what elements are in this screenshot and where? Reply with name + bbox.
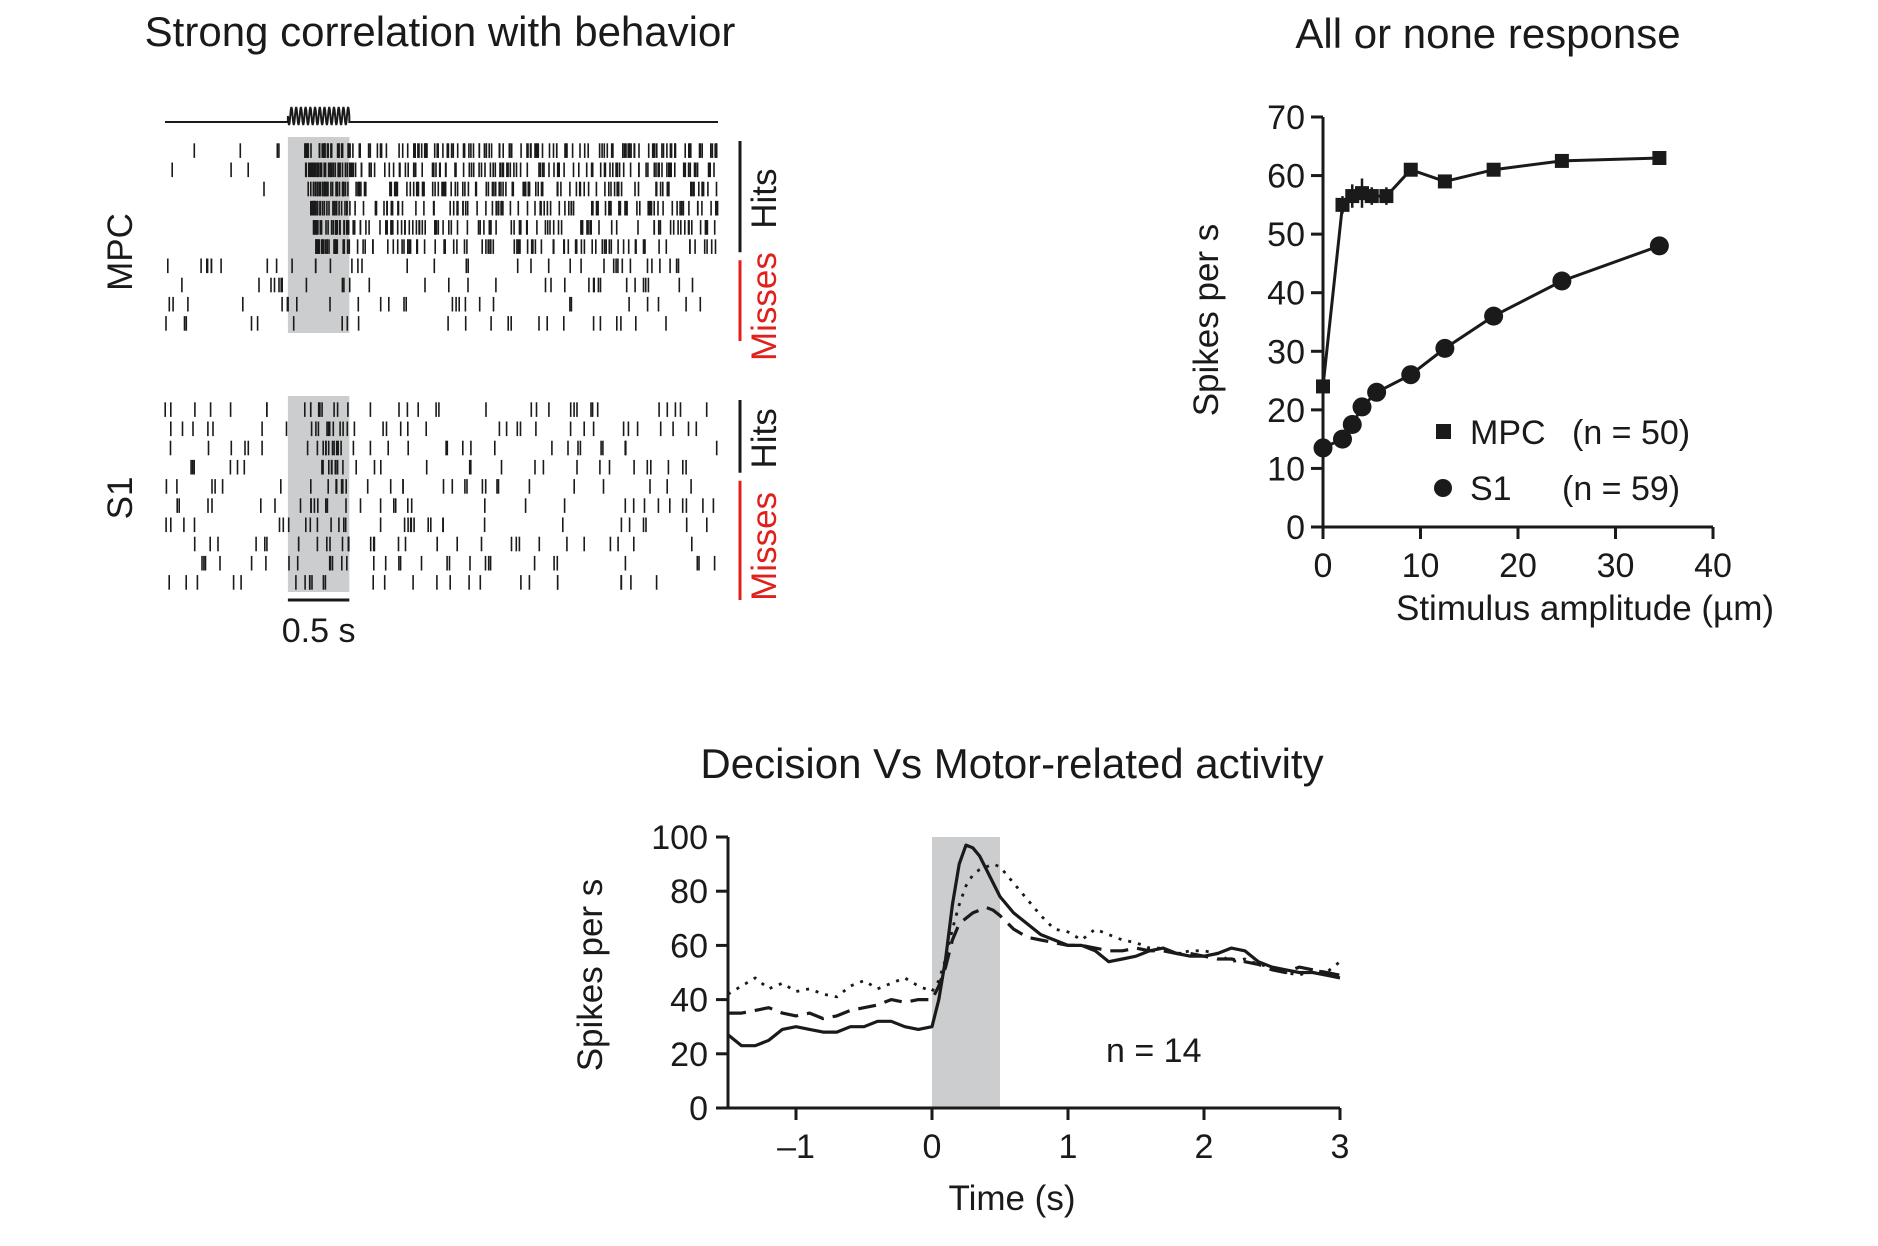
amplitude-x-tick-label: 10: [1402, 547, 1440, 585]
amplitude-point-mpc: [1486, 162, 1501, 177]
amplitude-x-tick-label: 30: [1597, 547, 1635, 585]
amplitude-y-tick-label: 10: [1267, 450, 1305, 488]
mpc-hits-label: Hits: [745, 168, 784, 228]
amplitude-point-s1: [1352, 397, 1372, 417]
amplitude-y-label: Spikes per s: [1187, 224, 1226, 417]
timecourse-x-tick-label: 2: [1195, 1128, 1214, 1166]
amplitude-x-tick-label: 0: [1314, 547, 1333, 585]
timecourse-y-tick-label: 60: [670, 927, 708, 965]
raster-title: Strong correlation with behavior: [145, 8, 736, 55]
amplitude-point-s1: [1367, 382, 1387, 402]
amplitude-point-s1: [1435, 338, 1455, 358]
amplitude-point-s1: [1313, 438, 1333, 458]
s1-hits-label: Hits: [745, 408, 784, 468]
timecourse-tick-labels: 0 20 40 60 80 100 –1 0 1 2 3: [651, 819, 1349, 1166]
timecourse-x-tick-label: 1: [1059, 1128, 1078, 1166]
stimulus-trace: [165, 106, 718, 126]
scale-bar-label: 0.5 s: [282, 612, 356, 650]
amplitude-y-tick-label: 40: [1267, 275, 1305, 313]
timecourse-series: [726, 843, 1341, 1048]
amplitude-point-mpc: [1652, 151, 1667, 165]
amplitude-y-tick-label: 30: [1267, 333, 1305, 371]
amplitude-point-s1: [1552, 271, 1572, 291]
timecourse-line-solid: [726, 843, 1341, 1048]
timecourse-n-annotation: n = 14: [1106, 1032, 1201, 1070]
amplitude-y-tick-label: 60: [1267, 158, 1305, 196]
amplitude-tick-labels: 0 10 20 30 40 50 60 70 0 10 20 30 40: [1267, 99, 1732, 585]
mpc-row-label: MPC: [101, 213, 140, 291]
amplitude-point-s1: [1401, 365, 1421, 385]
amplitude-point-mpc: [1364, 189, 1379, 204]
timecourse-y-tick-label: 100: [651, 819, 708, 857]
timecourse-line-dotted: [727, 862, 1341, 999]
timecourse-y-tick-label: 20: [670, 1036, 708, 1074]
s1-row-label: S1: [101, 477, 140, 520]
mpc-raster-ticks: [165, 143, 719, 331]
legend-marker-s1: [1434, 479, 1452, 497]
timecourse-y-tick-label: 80: [670, 873, 708, 911]
legend-marker-mpc: [1436, 424, 1451, 439]
amplitude-y-tick-label: 0: [1286, 509, 1305, 547]
amplitude-point-s1: [1649, 236, 1669, 256]
amplitude-y-tick-label: 50: [1267, 216, 1305, 254]
timecourse-x-tick-label: –1: [777, 1128, 815, 1166]
timecourse-title: Decision Vs Motor-related activity: [700, 740, 1323, 787]
amplitude-point-mpc: [1437, 174, 1452, 189]
amplitude-point-mpc: [1554, 153, 1569, 168]
amplitude-y-tick-label: 20: [1267, 392, 1305, 430]
amplitude-x-label: Stimulus amplitude (µm): [1396, 589, 1774, 628]
raster-panel: Strong correlation with behavior MPC Hit…: [101, 8, 784, 650]
amplitude-point-s1: [1342, 415, 1362, 434]
timecourse-axes: [716, 835, 1342, 1120]
legend-label-mpc: MPC: [1470, 414, 1546, 452]
legend-label-s1: S1: [1470, 470, 1512, 508]
amplitude-x-tick-label: 20: [1499, 547, 1537, 585]
timecourse-line-dashed: [728, 905, 1341, 1021]
amplitude-point-s1: [1333, 429, 1352, 449]
legend-n-mpc: (n = 50): [1572, 414, 1690, 452]
timecourse-x-tick-label: 0: [923, 1128, 942, 1166]
s1-raster-ticks: [164, 402, 718, 590]
amplitude-series: [1313, 151, 1669, 458]
amplitude-point-mpc: [1316, 379, 1330, 394]
s1-misses-label: Misses: [745, 492, 784, 601]
amplitude-point-mpc: [1379, 189, 1394, 204]
amplitude-y-tick-label: 70: [1267, 99, 1305, 137]
amplitude-x-tick-label: 40: [1694, 547, 1732, 585]
timecourse-y-tick-label: 0: [689, 1090, 708, 1128]
amplitude-legend: MPC (n = 50) S1 (n = 59): [1434, 414, 1690, 508]
legend-n-s1: (n = 59): [1562, 470, 1680, 508]
timecourse-y-tick-label: 40: [670, 982, 708, 1020]
amplitude-panel: All or none response 0 10 20 30 40 50 60 70 0 10 2…: [1187, 10, 1774, 628]
amplitude-axes: [1311, 115, 1715, 539]
amplitude-title: All or none response: [1295, 10, 1680, 57]
timecourse-y-label: Spikes per s: [571, 879, 610, 1072]
mpc-misses-label: Misses: [745, 252, 784, 361]
amplitude-point-s1: [1484, 306, 1504, 326]
timecourse-x-tick-label: 3: [1331, 1128, 1350, 1166]
timecourse-panel: Decision Vs Motor-related activity 02040…: [571, 740, 1349, 1218]
amplitude-point-mpc: [1403, 162, 1418, 177]
timecourse-x-label: Time (s): [948, 1179, 1075, 1218]
